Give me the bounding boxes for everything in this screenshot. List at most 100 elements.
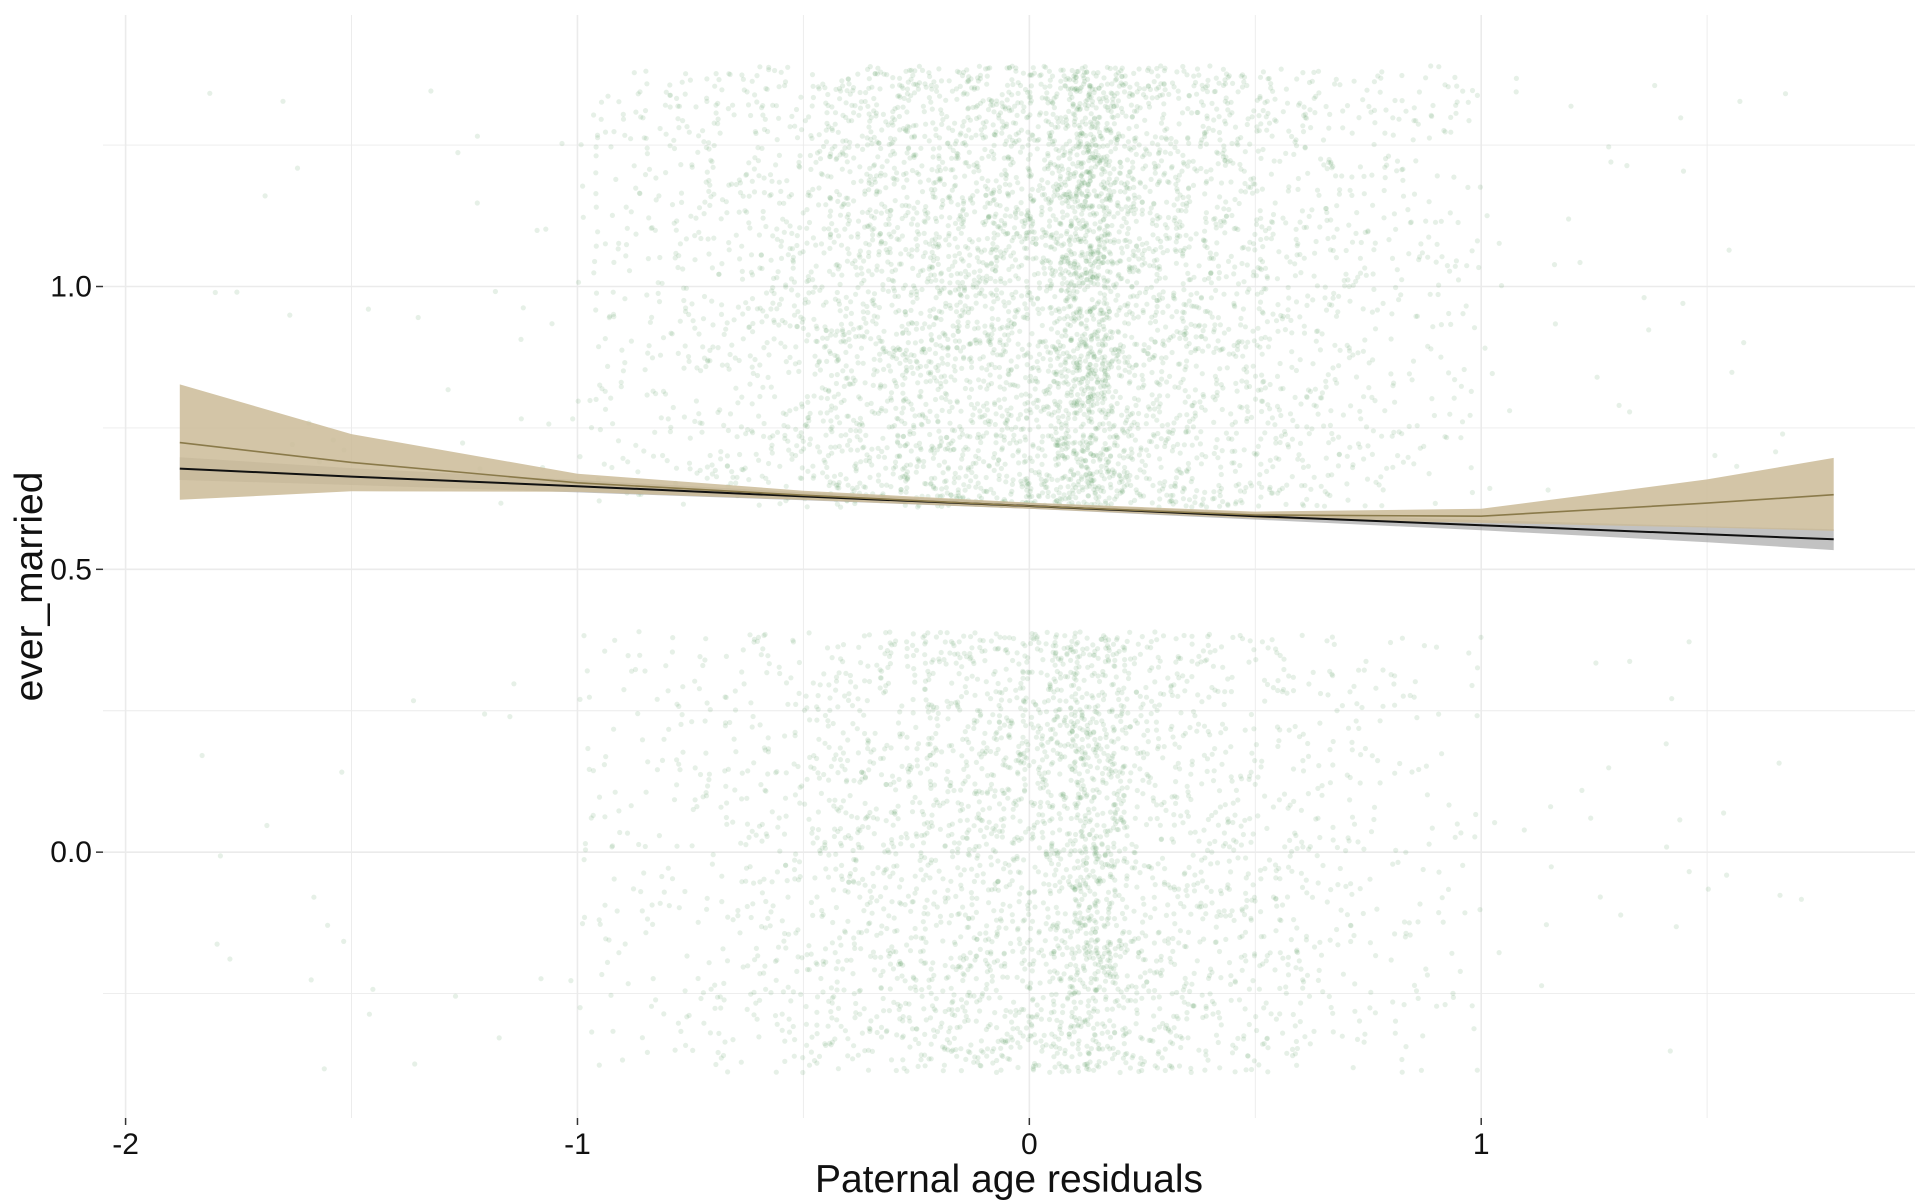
scatter-point bbox=[968, 386, 975, 392]
scatter-point bbox=[1039, 1048, 1045, 1054]
scatter-point bbox=[1370, 271, 1376, 277]
scatter-point bbox=[851, 778, 857, 784]
scatter-point bbox=[1047, 357, 1053, 363]
scatter-point bbox=[811, 316, 817, 322]
scatter-point bbox=[1548, 804, 1554, 810]
scatter-point bbox=[1019, 1006, 1025, 1012]
scatter-point bbox=[1393, 226, 1399, 232]
scatter-point bbox=[956, 69, 962, 75]
scatter-point bbox=[1058, 655, 1064, 661]
scatter-point bbox=[1185, 1001, 1191, 1007]
scatter-point bbox=[809, 1034, 815, 1040]
scatter-point bbox=[837, 826, 844, 832]
scatter-point bbox=[1421, 443, 1427, 449]
scatter-point bbox=[876, 252, 882, 258]
scatter-point bbox=[962, 385, 969, 392]
scatter-point bbox=[1149, 698, 1155, 704]
scatter-point bbox=[199, 752, 205, 759]
scatter-point bbox=[1262, 385, 1268, 391]
scatter-point bbox=[1284, 482, 1290, 488]
scatter-point bbox=[993, 731, 999, 737]
scatter-point bbox=[909, 320, 916, 326]
scatter-point bbox=[1183, 887, 1189, 894]
scatter-point bbox=[1180, 496, 1186, 502]
scatter-point bbox=[1003, 925, 1009, 931]
scatter-point bbox=[1214, 860, 1221, 866]
scatter-point bbox=[653, 997, 659, 1003]
scatter-point bbox=[1023, 1025, 1029, 1031]
scatter-point bbox=[1001, 816, 1007, 822]
scatter-point bbox=[1330, 436, 1336, 442]
scatter-point bbox=[1468, 465, 1474, 471]
scatter-point bbox=[262, 193, 268, 199]
scatter-point bbox=[750, 713, 756, 720]
scatter-point bbox=[838, 1023, 844, 1029]
scatter-point bbox=[1007, 677, 1013, 683]
scatter-point bbox=[879, 448, 885, 455]
scatter-point bbox=[771, 336, 777, 342]
scatter-point bbox=[1371, 141, 1377, 148]
scatter-point bbox=[982, 957, 989, 964]
scatter-point bbox=[1112, 146, 1118, 152]
scatter-point bbox=[1216, 909, 1222, 915]
scatter-point bbox=[650, 921, 656, 928]
scatter-point bbox=[794, 135, 801, 141]
scatter-point bbox=[1044, 721, 1050, 727]
scatter-point bbox=[1201, 827, 1207, 833]
scatter-point bbox=[950, 998, 956, 1005]
scatter-point bbox=[876, 472, 882, 478]
scatter-point bbox=[1147, 320, 1153, 326]
scatter-point bbox=[621, 687, 627, 693]
scatter-point bbox=[1055, 330, 1061, 336]
scatter-point bbox=[1112, 65, 1118, 71]
scatter-point bbox=[1140, 777, 1146, 783]
scatter-point bbox=[1322, 284, 1328, 290]
scatter-point bbox=[1285, 954, 1291, 960]
scatter-point bbox=[914, 757, 920, 763]
scatter-point bbox=[792, 1037, 798, 1043]
scatter-point bbox=[1172, 921, 1178, 927]
scatter-point bbox=[1227, 158, 1233, 164]
scatter-point bbox=[1337, 82, 1343, 88]
scatter-point bbox=[964, 433, 970, 439]
scatter-point bbox=[926, 95, 933, 101]
scatter-point bbox=[1129, 410, 1135, 416]
scatter-point bbox=[866, 180, 872, 186]
scatter-point bbox=[885, 664, 891, 671]
scatter-point bbox=[1162, 479, 1168, 485]
scatter-point bbox=[909, 253, 915, 259]
scatter-point bbox=[1110, 681, 1116, 687]
scatter-point bbox=[981, 459, 987, 465]
scatter-point bbox=[1072, 764, 1078, 770]
scatter-point bbox=[1150, 413, 1156, 419]
scatter-point bbox=[1257, 74, 1264, 80]
scatter-point bbox=[1143, 822, 1150, 828]
scatter-point bbox=[1086, 904, 1092, 911]
scatter-point bbox=[946, 253, 952, 260]
scatter-point bbox=[882, 651, 888, 657]
scatter-point bbox=[1076, 376, 1082, 383]
scatter-point bbox=[998, 1067, 1004, 1073]
scatter-point bbox=[688, 213, 694, 219]
scatter-point bbox=[1357, 408, 1363, 414]
scatter-point bbox=[1186, 418, 1193, 424]
scatter-point bbox=[1177, 361, 1183, 367]
scatter-point bbox=[1151, 433, 1157, 439]
scatter-point bbox=[1024, 292, 1031, 298]
scatter-point bbox=[1007, 182, 1013, 188]
scatter-point bbox=[1088, 975, 1094, 981]
scatter-point bbox=[1154, 802, 1160, 808]
scatter-point bbox=[1294, 252, 1300, 258]
scatter-point bbox=[870, 297, 876, 303]
scatter-point bbox=[1067, 156, 1073, 162]
scatter-point bbox=[1040, 953, 1047, 959]
scatter-point bbox=[1088, 481, 1095, 487]
scatter-point bbox=[783, 862, 789, 868]
scatter-point bbox=[280, 98, 286, 104]
scatter-point bbox=[1058, 816, 1064, 822]
scatter-point bbox=[1044, 472, 1050, 478]
scatter-point bbox=[859, 271, 865, 277]
scatter-point bbox=[707, 1030, 714, 1036]
scatter-point bbox=[763, 223, 769, 230]
scatter-point bbox=[1016, 899, 1022, 905]
